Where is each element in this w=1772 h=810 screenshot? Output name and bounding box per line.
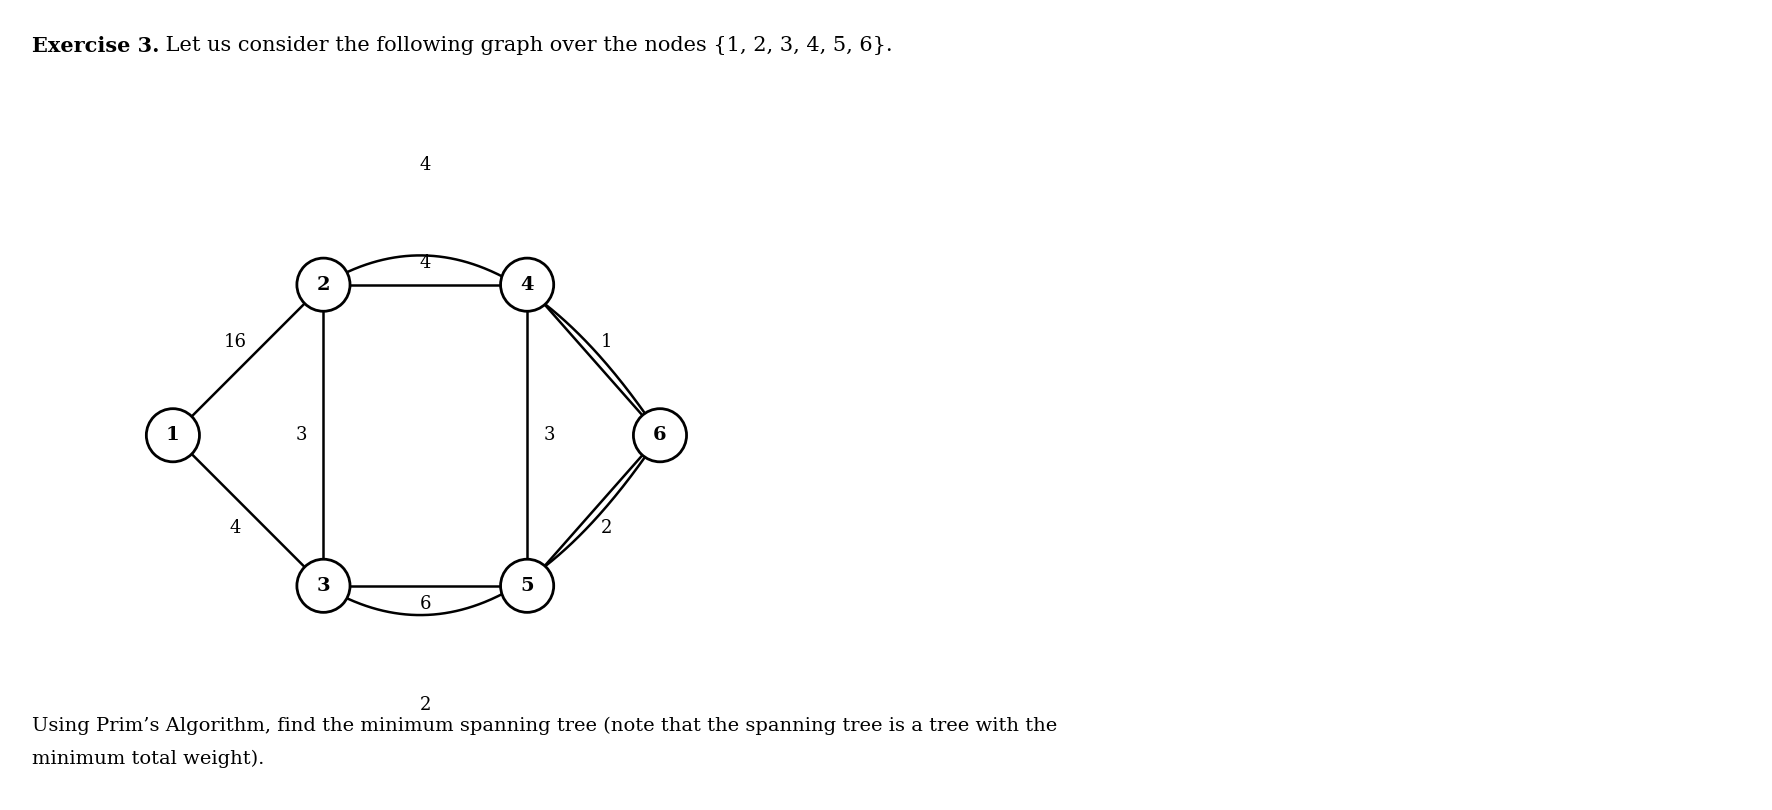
Circle shape bbox=[633, 409, 686, 462]
Text: 4: 4 bbox=[521, 275, 533, 294]
Text: Let us consider the following graph over the nodes {1, 2, 3, 4, 5, 6}.: Let us consider the following graph over… bbox=[159, 36, 893, 55]
Text: Exercise 3.: Exercise 3. bbox=[32, 36, 159, 57]
Text: 5: 5 bbox=[521, 577, 533, 595]
Text: 6: 6 bbox=[420, 595, 431, 612]
Circle shape bbox=[147, 409, 200, 462]
Circle shape bbox=[500, 559, 553, 612]
Circle shape bbox=[298, 258, 351, 311]
Text: 2: 2 bbox=[601, 519, 613, 537]
Text: 16: 16 bbox=[223, 333, 246, 352]
Text: 4: 4 bbox=[420, 254, 431, 271]
Text: 4: 4 bbox=[229, 519, 241, 537]
Text: minimum total weight).: minimum total weight). bbox=[32, 749, 264, 768]
Text: 6: 6 bbox=[654, 426, 666, 444]
Text: 4: 4 bbox=[420, 156, 431, 174]
Text: 2: 2 bbox=[420, 697, 431, 714]
Text: 2: 2 bbox=[317, 275, 330, 294]
Text: 1: 1 bbox=[601, 333, 613, 352]
Circle shape bbox=[298, 559, 351, 612]
Circle shape bbox=[500, 258, 553, 311]
Text: 3: 3 bbox=[317, 577, 330, 595]
Text: Using Prim’s Algorithm, find the minimum spanning tree (note that the spanning t: Using Prim’s Algorithm, find the minimum… bbox=[32, 717, 1058, 735]
Text: 1: 1 bbox=[167, 426, 179, 444]
Text: 3: 3 bbox=[296, 426, 307, 444]
Text: 3: 3 bbox=[544, 426, 555, 444]
